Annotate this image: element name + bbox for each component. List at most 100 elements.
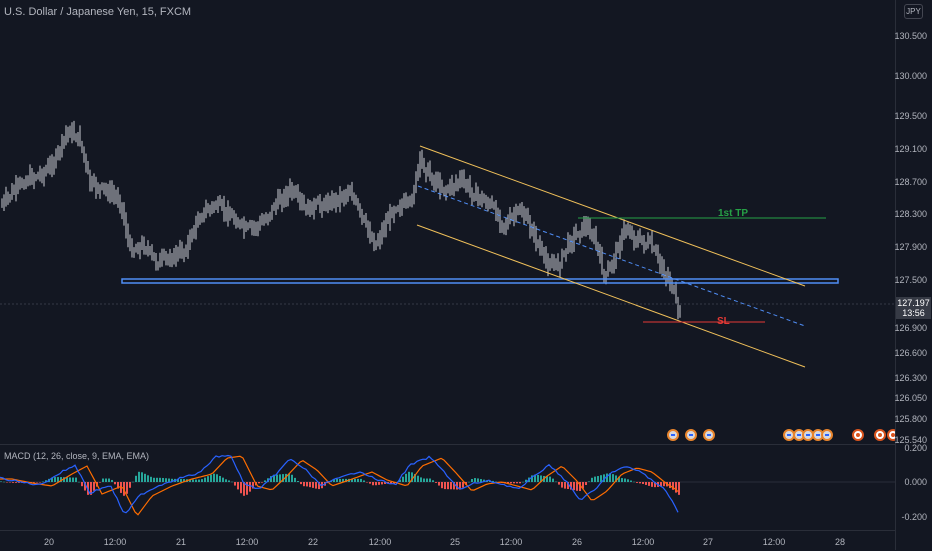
macd-histogram-bar	[219, 475, 221, 482]
macd-histogram-bar	[285, 473, 287, 482]
macd-histogram-bar	[222, 477, 224, 482]
price-tick: 128.300	[894, 209, 927, 219]
macd-histogram-bar	[126, 482, 128, 494]
time-tick: 26	[571, 537, 583, 547]
macd-histogram-bar	[633, 481, 635, 483]
macd-histogram-bar	[216, 474, 218, 482]
macd-histogram-bar	[132, 481, 134, 483]
macd-histogram-bar	[12, 482, 14, 483]
symbol-title[interactable]: U.S. Dollar / Japanese Yen, 15, FXCM	[4, 6, 192, 18]
macd-histogram-bar	[588, 481, 590, 482]
macd-histogram-bar	[144, 473, 146, 482]
macd-histogram-bar	[534, 474, 536, 482]
price-tick: 130.500	[894, 31, 927, 41]
macd-pane[interactable]	[0, 445, 895, 530]
pane-divider[interactable]	[0, 444, 932, 445]
macd-histogram-bar	[42, 481, 44, 483]
time-tick: 21	[175, 537, 187, 547]
target-icon[interactable]	[874, 429, 886, 441]
macd-histogram-bar	[417, 475, 419, 482]
time-tick: 12:00	[368, 537, 392, 547]
flag-icon[interactable]	[685, 429, 697, 441]
macd-histogram-bar	[600, 475, 602, 482]
price-chart[interactable]: 1st TP SL U.S. Dollar / Japanese Yen, 15…	[0, 0, 899, 443]
macd-histogram-bar	[141, 472, 143, 482]
macd-histogram-bar	[663, 482, 665, 487]
macd-histogram-bar	[393, 482, 395, 484]
macd-histogram-bar	[108, 478, 110, 482]
macd-histogram-bar	[624, 478, 626, 482]
flag-icon[interactable]	[667, 429, 679, 441]
macd-histogram-bar	[363, 480, 365, 482]
macd-histogram-bar	[192, 479, 194, 482]
price-axis[interactable]: JPY 130.500 130.000 129.500 129.100 128.…	[894, 0, 932, 550]
macd-histogram-bar	[291, 474, 293, 482]
macd-histogram-bar	[636, 482, 638, 483]
macd-histogram-bar	[573, 482, 575, 491]
macd-histogram-bar	[594, 476, 596, 482]
macd-histogram-bar	[459, 482, 461, 490]
macd-histogram-bar	[300, 482, 302, 485]
macd-histogram-bar	[258, 482, 260, 484]
macd-indicator-label[interactable]: MACD (12, 26, close, 9, EMA, EMA)	[4, 451, 150, 461]
macd-histogram-bar	[279, 474, 281, 482]
channel-lower-line	[416, 224, 806, 368]
macd-histogram-bar	[201, 479, 203, 482]
macd-histogram-bar	[549, 476, 551, 482]
macd-histogram-bar	[117, 482, 119, 489]
macd-histogram-bar	[249, 482, 251, 492]
stop-loss-label: SL	[717, 316, 730, 327]
macd-histogram-bar	[567, 482, 569, 489]
macd-histogram-bar	[672, 482, 674, 490]
macd-histogram-bar	[237, 482, 239, 490]
macd-histogram-bar	[138, 471, 140, 482]
target-icon[interactable]	[852, 429, 864, 441]
macd-histogram-bar	[57, 477, 59, 482]
macd-histogram-bar	[303, 482, 305, 487]
price-chart-canvas[interactable]: 1st TP SL	[0, 0, 895, 443]
macd-histogram-bar	[357, 478, 359, 482]
macd-histogram-bar	[414, 474, 416, 482]
macd-histogram-bar	[165, 478, 167, 482]
macd-histogram-bar	[609, 473, 611, 482]
macd-histogram-bar	[516, 482, 518, 484]
macd-histogram-bar	[252, 482, 254, 489]
price-tick: 125.540	[894, 435, 927, 445]
price-tick: 126.900	[894, 323, 927, 333]
time-tick: 25	[449, 537, 461, 547]
macd-histogram-bar	[180, 478, 182, 482]
currency-badge[interactable]: JPY	[904, 4, 923, 19]
macd-histogram-bar	[282, 474, 284, 482]
macd-histogram-bar	[315, 482, 317, 489]
macd-histogram-bar	[111, 479, 113, 482]
macd-histogram-bar	[474, 478, 476, 482]
macd-histogram-bar	[435, 482, 437, 483]
macd-histogram-bar	[399, 479, 401, 482]
flag-icon[interactable]	[821, 429, 833, 441]
macd-histogram-bar	[378, 482, 380, 485]
time-axis[interactable]: 20 12:00 21 12:00 22 12:00 25 12:00 26 1…	[0, 530, 895, 551]
macd-histogram-bar	[591, 477, 593, 482]
macd-histogram-bar	[483, 479, 485, 482]
macd-histogram-bar	[456, 482, 458, 490]
macd-histogram-bar	[408, 471, 410, 482]
flag-icon[interactable]	[703, 429, 715, 441]
macd-histogram-bar	[477, 478, 479, 482]
macd-histogram-bar	[264, 480, 266, 482]
macd-histogram-bar	[294, 477, 296, 482]
time-tick: 12:00	[103, 537, 127, 547]
macd-histogram-bar	[90, 482, 92, 495]
support-zone	[121, 278, 839, 284]
macd-histogram-bar	[645, 482, 647, 485]
macd-histogram-bar	[240, 482, 242, 494]
macd-histogram-bar	[519, 482, 521, 484]
macd-histogram	[0, 471, 680, 496]
macd-histogram-bar	[168, 478, 170, 482]
macd-histogram-bar	[135, 475, 137, 482]
macd-histogram-bar	[183, 479, 185, 482]
macd-histogram-bar	[438, 482, 440, 486]
macd-histogram-bar	[642, 482, 644, 484]
macd-histogram-bar	[3, 481, 5, 483]
price-tick: 129.100	[894, 144, 927, 154]
price-tick: 125.800	[894, 414, 927, 424]
